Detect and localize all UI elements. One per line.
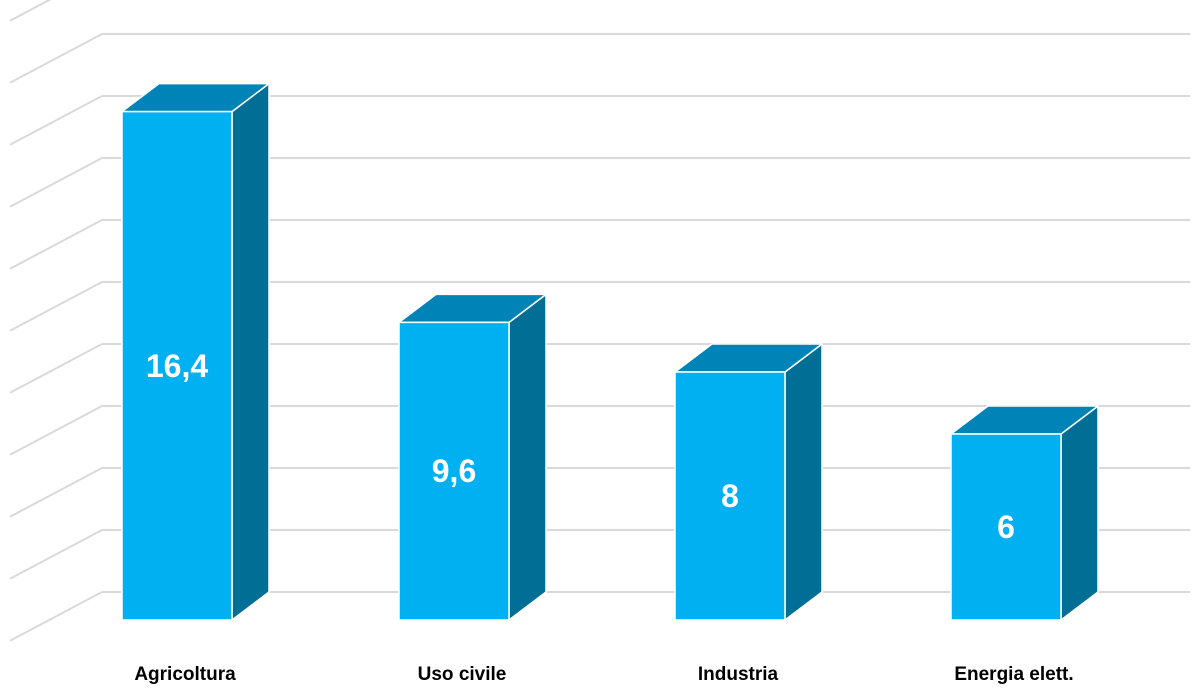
category-label: Energia elett. [954,664,1073,685]
bar-side-face [784,343,823,621]
bar-front-face [398,321,510,621]
data-label: 9,6 [432,453,476,489]
gridline-side [9,0,52,22]
gridline-side [9,467,103,518]
bar-side-face [1060,405,1099,621]
gridlines [9,0,1190,642]
gridline-side [9,405,103,456]
bar-side-face [508,293,547,621]
gridline-side [9,33,103,84]
bar-side-face [231,82,270,621]
bar-front-face [950,433,1062,621]
gridline-side [9,529,103,580]
gridline-side [9,343,103,394]
category-label: Industria [698,664,779,685]
bars [121,82,1099,621]
bar-1 [121,82,270,621]
gridline-side [9,591,103,642]
category-label: Uso civile [418,664,507,685]
bar-2 [398,293,547,621]
data-label: 6 [997,509,1015,545]
gridline-side [9,219,103,270]
gridline-side [9,95,103,146]
category-label: Agricoltura [134,664,236,685]
bar-4 [950,405,1099,621]
gridline-side [9,281,103,332]
gridline-side [9,157,103,208]
data-labels: 16,4 9,6 8 6 [146,348,1015,545]
bar-3 [674,343,823,621]
category-axis: Agricoltura Uso civile Industria Energia el… [134,664,1073,685]
data-label: 8 [721,478,739,514]
data-label: 16,4 [146,348,208,384]
bar-front-face [674,371,786,621]
bar-front-face [121,110,233,621]
